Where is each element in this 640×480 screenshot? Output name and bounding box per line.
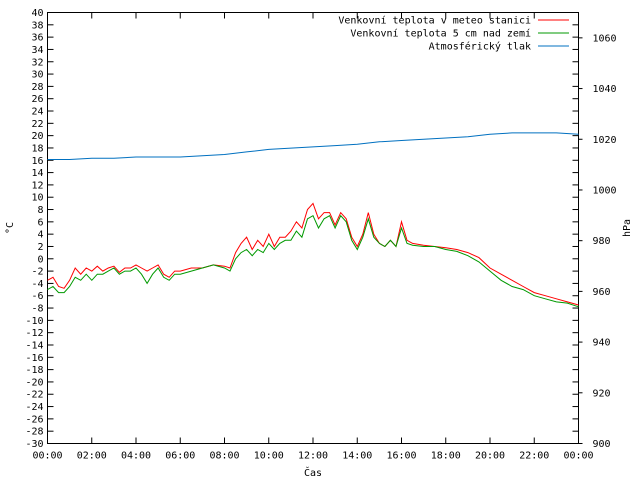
x-tick-label: 10:00 [254,451,284,462]
y-tick-label: 38 [31,20,43,31]
y-tick-label: 22 [31,119,43,130]
y2-tick-label: 980 [593,236,611,247]
x-tick-label: 08:00 [209,451,239,462]
y-tick-label: -8 [31,304,43,315]
x-axis-title: Čas [304,466,322,479]
y2-tick-label: 920 [593,388,611,399]
x-tick-label: 20:00 [475,451,505,462]
y-tick-label: 8 [37,205,43,216]
y-tick-label: 10 [31,193,43,204]
x-tick-label: 04:00 [121,451,151,462]
x-tick-label: 18:00 [431,451,461,462]
x-tick-label: 12:00 [298,451,328,462]
y-tick-label: 30 [31,70,43,81]
y2-tick-label: 1060 [593,33,617,44]
y2-tick-label: 1020 [593,135,617,146]
series-line-2 [47,214,579,308]
plot-frame [47,12,579,444]
right-axis: 900 920 940 960 980 1000 1020 1040 1060 [578,33,617,450]
y2-axis-title: hPa [622,219,633,237]
y-tick-label: -14 [25,340,43,351]
legend-label-3: Atmosférický tlak [429,41,531,53]
y-tick-label: -26 [25,414,43,425]
y-tick-label: -12 [25,328,43,339]
y-tick-label: 16 [31,156,43,167]
x-tick-label: 00:00 [32,451,62,462]
legend-label-2: Venkovní teplota 5 cm nad zemí [350,28,531,40]
y-tick-label: 4 [37,230,43,241]
legend: Venkovní teplota v meteo staniciVenkovní… [338,15,569,53]
y2-tick-label: 900 [593,439,611,450]
y-tick-label: -20 [25,377,43,388]
y-tick-label: 14 [31,168,43,179]
y-tick-label: 20 [31,131,43,142]
series-line-1 [47,202,579,306]
y-tick-label: 40 [31,8,43,19]
y-tick-label: -6 [31,291,43,302]
series-line-3 [47,132,579,160]
y-tick-label: -18 [25,365,43,376]
y-tick-label: 32 [31,57,43,68]
y-tick-label: -2 [31,267,43,278]
y-axis-title: °C [5,222,16,234]
x-tick-label: 00:00 [563,451,593,462]
y-tick-label: 28 [31,82,43,93]
y-tick-label: 0 [37,254,43,265]
y-tick-label: 34 [31,45,43,56]
y-tick-label: -22 [25,390,43,401]
x-tick-label: 02:00 [77,451,107,462]
y-tick-label: -10 [25,316,43,327]
y-tick-label: 6 [37,217,43,228]
x-tick-label: 22:00 [519,451,549,462]
y-tick-label: -16 [25,353,43,364]
y-tick-label: -4 [31,279,43,290]
y-tick-label: 24 [31,107,43,118]
y2-tick-label: 940 [593,338,611,349]
y-tick-label: -24 [25,402,43,413]
y2-tick-label: 1040 [593,84,617,95]
y-tick-label: 2 [37,242,43,253]
y-tick-label: 26 [31,94,43,105]
x-tick-label: 06:00 [165,451,195,462]
y-tick-label: 12 [31,180,43,191]
y-tick-label: 36 [31,33,43,44]
x-tick-label: 14:00 [342,451,372,462]
y-tick-label: -30 [25,439,43,450]
y-tick-label: 18 [31,143,43,154]
left-axis: -30-28-26-24-22-20-18-16-14-12-10-8-6-4-… [25,8,579,450]
y2-tick-label: 1000 [593,185,617,196]
series-layer [47,132,579,308]
y2-tick-label: 960 [593,287,611,298]
x-tick-label: 16:00 [386,451,416,462]
y-tick-label: -28 [25,427,43,438]
x-axis: 00:00 02:00 04:00 06:00 08:00 10:00 12:00 14:00… [32,12,594,462]
legend-label-1: Venkovní teplota v meteo stanici [338,15,531,27]
